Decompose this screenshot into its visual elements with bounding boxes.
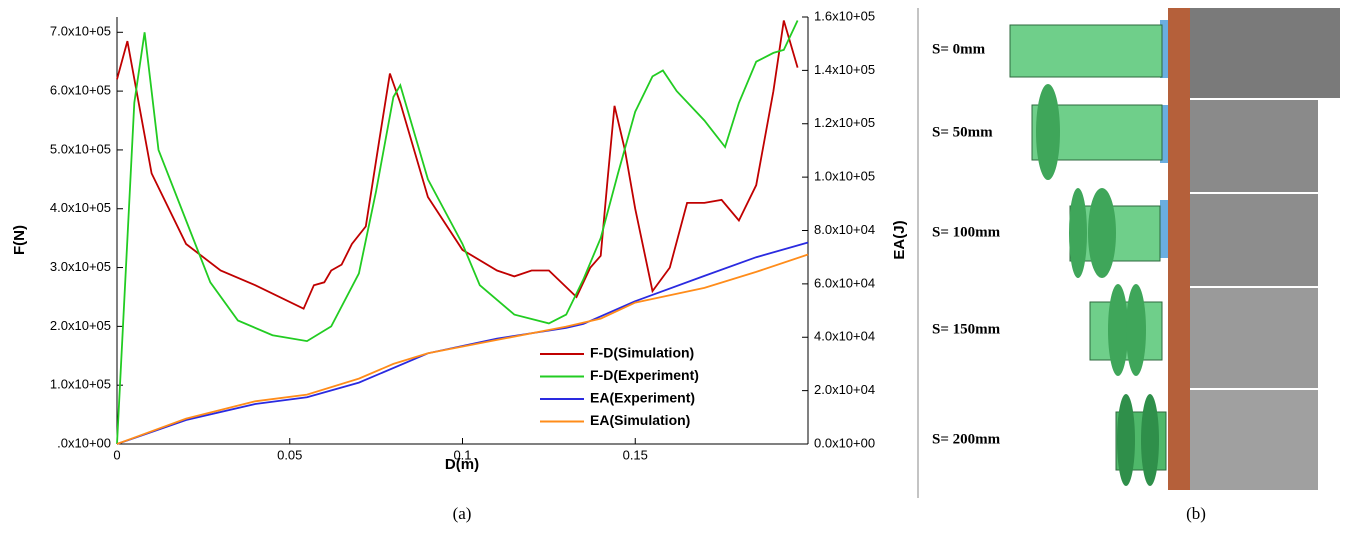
y2-tick-label: 1.4x10+05 xyxy=(814,62,875,77)
data-line xyxy=(116,241,809,445)
plate xyxy=(1160,105,1168,163)
x-tick-label: 0 xyxy=(113,447,120,462)
y2-tick-label: 8.0x10+04 xyxy=(814,222,875,237)
fold xyxy=(1117,394,1135,486)
y2-tick-label: 1.2x10+05 xyxy=(814,115,875,130)
y-tick-label: 1.0x10+05 xyxy=(50,377,111,392)
y2-tick-label: 6.0x10+04 xyxy=(814,275,875,290)
fold xyxy=(1126,284,1146,376)
plate xyxy=(1160,200,1168,258)
stage-label: S= 50mm xyxy=(932,124,993,140)
x-tick-label: 0.15 xyxy=(623,447,648,462)
photo xyxy=(1168,100,1318,192)
stage-label: S= 150mm xyxy=(932,321,1001,337)
fold xyxy=(1069,188,1087,278)
fold xyxy=(1036,84,1060,180)
y2-tick-label: 4.0x10+04 xyxy=(814,329,875,344)
photo xyxy=(1168,8,1340,98)
y-tick-label: 3.0x10+05 xyxy=(50,259,111,274)
y2-tick-label: 1.0x10+05 xyxy=(814,169,875,184)
photo xyxy=(1168,194,1318,286)
y2-tick-label: 0.0x10+00 xyxy=(814,435,875,450)
y-tick-label: .0x10+00 xyxy=(57,435,111,450)
x-tick-label: 0.1 xyxy=(453,447,471,462)
y2-axis-label: EA(J) xyxy=(891,220,908,259)
caption: (a) xyxy=(453,504,472,523)
fold xyxy=(1108,284,1128,376)
photo xyxy=(1168,390,1318,490)
data-line xyxy=(116,20,799,445)
data-line xyxy=(116,20,799,310)
y-tick-label: 7.0x10+05 xyxy=(50,24,111,39)
legend-label: EA(Simulation) xyxy=(590,412,690,428)
y2-tick-label: 2.0x10+04 xyxy=(814,382,875,397)
y-tick-label: 2.0x10+05 xyxy=(50,318,111,333)
tube xyxy=(1009,24,1163,78)
y-tick-label: 5.0x10+05 xyxy=(50,141,111,156)
legend-label: F-D(Experiment) xyxy=(590,367,699,383)
caption: (b) xyxy=(1186,504,1206,523)
stage-label: S= 100mm xyxy=(932,224,1001,240)
x-tick-label: 0.05 xyxy=(277,447,302,462)
x-axis-label: D(m) xyxy=(445,456,479,473)
y-tick-label: 6.0x10+05 xyxy=(50,83,111,98)
stage-label: S= 200mm xyxy=(932,431,1001,447)
plate xyxy=(1160,20,1168,78)
y-axis-label: F(N) xyxy=(11,225,28,255)
y2-tick-label: 1.6x10+05 xyxy=(814,8,875,23)
fold xyxy=(1141,394,1159,486)
panel-b xyxy=(1009,8,1340,490)
plate xyxy=(1168,8,1190,490)
stage-label: S= 0mm xyxy=(932,41,986,57)
y-tick-label: 4.0x10+05 xyxy=(50,200,111,215)
legend-label: F-D(Simulation) xyxy=(590,345,694,361)
photo xyxy=(1168,288,1318,388)
data-line xyxy=(116,253,809,445)
legend-label: EA(Experiment) xyxy=(590,390,695,406)
fold xyxy=(1088,188,1116,278)
